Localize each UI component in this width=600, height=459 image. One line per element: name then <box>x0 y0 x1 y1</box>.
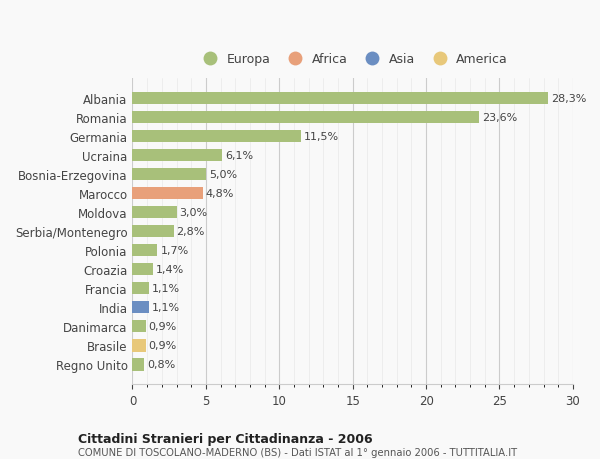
Text: 3,0%: 3,0% <box>179 207 208 218</box>
Text: 5,0%: 5,0% <box>209 170 237 179</box>
Bar <box>133 168 206 181</box>
Text: 1,1%: 1,1% <box>152 284 179 294</box>
Bar <box>133 207 176 219</box>
Text: 28,3%: 28,3% <box>551 94 586 104</box>
Bar <box>133 339 146 352</box>
Bar <box>133 130 301 143</box>
Text: 1,1%: 1,1% <box>152 302 179 313</box>
Text: COMUNE DI TOSCOLANO-MADERNO (BS) - Dati ISTAT al 1° gennaio 2006 - TUTTITALIA.IT: COMUNE DI TOSCOLANO-MADERNO (BS) - Dati … <box>78 447 517 457</box>
Legend: Europa, Africa, Asia, America: Europa, Africa, Asia, America <box>193 48 513 71</box>
Bar <box>133 188 203 200</box>
Text: 0,9%: 0,9% <box>149 341 177 351</box>
Bar <box>133 112 479 124</box>
Text: 6,1%: 6,1% <box>225 151 253 161</box>
Bar <box>133 358 144 371</box>
Bar <box>133 93 548 105</box>
Bar <box>133 302 149 314</box>
Text: 1,7%: 1,7% <box>160 246 188 256</box>
Text: 4,8%: 4,8% <box>206 189 234 199</box>
Bar <box>133 245 157 257</box>
Bar <box>133 320 146 333</box>
Bar <box>133 263 153 276</box>
Text: Cittadini Stranieri per Cittadinanza - 2006: Cittadini Stranieri per Cittadinanza - 2… <box>78 432 373 445</box>
Bar <box>133 225 173 238</box>
Text: 23,6%: 23,6% <box>482 113 517 123</box>
Bar <box>133 282 149 295</box>
Text: 1,4%: 1,4% <box>156 265 184 274</box>
Text: 0,9%: 0,9% <box>149 322 177 331</box>
Text: 2,8%: 2,8% <box>176 227 205 237</box>
Text: 11,5%: 11,5% <box>304 132 340 142</box>
Text: 0,8%: 0,8% <box>147 359 175 369</box>
Bar <box>133 150 222 162</box>
